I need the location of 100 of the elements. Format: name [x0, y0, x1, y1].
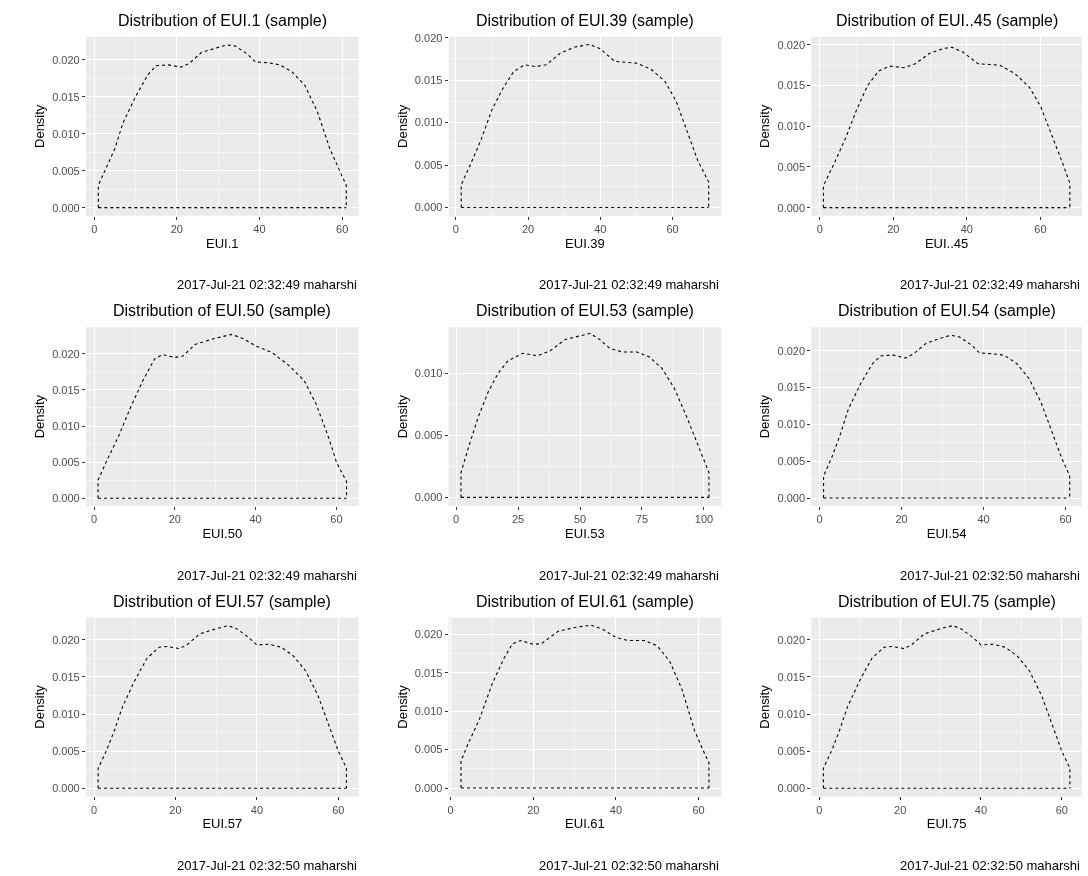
- chart-title: Distribution of EUI.39 (sample): [476, 12, 694, 29]
- y-tick-label: 0.010: [414, 116, 443, 129]
- x-tick-label: 100: [694, 513, 714, 526]
- x-tick-label: 40: [960, 222, 973, 235]
- y-axis-title: Density: [32, 394, 48, 439]
- y-tick-label: 0.020: [414, 31, 443, 44]
- y-tick-label: 0.005: [414, 158, 443, 171]
- x-tick-label: 20: [521, 222, 535, 235]
- y-tick-label: 0.000: [52, 201, 80, 214]
- chart-title: Distribution of EUI.53 (sample): [476, 302, 694, 319]
- x-tick-label: 20: [895, 513, 908, 526]
- y-tick-label: 0.020: [414, 628, 443, 641]
- y-tick-label: 0.010: [777, 418, 806, 431]
- y-tick-label: 0.005: [777, 455, 806, 468]
- y-tick-label: 0.010: [414, 705, 443, 718]
- y-tick-label: 0.000: [52, 492, 80, 505]
- text: 2017-Jul-21 02:32:49 maharshi: [539, 568, 720, 583]
- x-tick-label: 60: [336, 222, 349, 235]
- y-tick-label: 0.000: [414, 491, 443, 504]
- x-tick-label: 60: [1055, 803, 1068, 816]
- y-tick-label: 0.005: [414, 429, 443, 442]
- x-tick-label: 0: [816, 803, 823, 816]
- x-tick-label: 75: [635, 513, 649, 526]
- text: 2017-Jul-21 02:32:49 maharshi: [177, 277, 358, 292]
- text: 2017-Jul-21 02:32:50 maharshi: [900, 858, 1081, 873]
- x-tick-label: 20: [527, 803, 540, 816]
- x-tick-label: 0: [90, 513, 98, 526]
- y-tick-label: 0.020: [52, 53, 80, 66]
- x-tick-label: 0: [816, 513, 823, 526]
- y-tick-label: 0.005: [52, 164, 80, 177]
- chart-title: Distribution of EUI.57 (sample): [113, 593, 331, 610]
- x-tick-label: 60: [332, 803, 345, 816]
- x-tick-label: 40: [609, 803, 623, 816]
- x-tick-label: 50: [573, 513, 587, 526]
- text: 2017-Jul-21 02:32:49 maharshi: [177, 568, 358, 583]
- y-tick-label: 0.000: [777, 491, 806, 504]
- x-axis-title: EUI.1: [206, 235, 239, 251]
- x-tick-label: 60: [666, 222, 679, 235]
- y-tick-label: 0.010: [52, 127, 80, 140]
- text: 2017-Jul-21 02:32:50 maharshi: [539, 858, 720, 873]
- y-tick-label: 0.005: [777, 160, 806, 173]
- x-tick-label: 20: [894, 803, 907, 816]
- x-tick-label: 0: [91, 222, 98, 235]
- y-tick-label: 0.005: [52, 745, 80, 757]
- x-tick-label: 60: [1034, 222, 1047, 235]
- x-axis-title: EUI.50: [202, 525, 243, 541]
- y-tick-label: 0.015: [777, 381, 806, 394]
- y-tick-label: 0.015: [414, 666, 443, 679]
- y-axis-title: Density: [32, 104, 48, 148]
- chart-title: Distribution of EUI.50 (sample): [113, 302, 331, 319]
- x-tick-label: 60: [1059, 513, 1072, 526]
- y-tick-label: 0.020: [52, 633, 80, 646]
- y-tick-label: 0.010: [52, 419, 80, 432]
- x-tick-label: 40: [977, 513, 990, 526]
- x-axis-title: EUI.53: [565, 525, 605, 541]
- x-tick-label: 40: [974, 803, 988, 816]
- y-tick-label: 0.000: [777, 201, 806, 214]
- x-tick-label: 0: [447, 803, 454, 816]
- y-tick-label: 0.010: [52, 707, 80, 720]
- x-tick-label: 0: [452, 222, 459, 235]
- y-axis-title: Density: [757, 104, 773, 148]
- x-tick-label: 0: [452, 513, 460, 526]
- text: 2017-Jul-21 02:32:49 maharshi: [539, 277, 720, 292]
- y-tick-label: 0.000: [52, 782, 80, 795]
- x-tick-label: 0: [91, 803, 98, 816]
- x-axis-title: EUI.57: [202, 816, 243, 832]
- x-axis-title: EUI..45: [924, 235, 969, 251]
- text: 2017-Jul-21 02:32:50 maharshi: [900, 568, 1081, 583]
- chart-title: Distribution of EUI..45 (sample): [836, 12, 1059, 29]
- x-tick-label: 40: [249, 513, 262, 526]
- y-tick-label: 0.015: [52, 90, 80, 103]
- x-tick-label: 20: [887, 222, 900, 235]
- x-tick-label: 25: [511, 513, 525, 526]
- y-tick-label: 0.020: [777, 633, 806, 646]
- y-tick-label: 0.020: [52, 347, 80, 360]
- y-tick-label: 0.015: [414, 73, 443, 86]
- x-tick-label: 20: [170, 222, 183, 235]
- y-tick-label: 0.020: [777, 344, 806, 357]
- y-tick-label: 0.000: [414, 781, 443, 794]
- x-tick-label: 60: [330, 513, 343, 526]
- chart-title: Distribution of EUI.75 (sample): [838, 593, 1056, 610]
- y-tick-label: 0.000: [414, 201, 443, 214]
- x-tick-label: 40: [253, 222, 266, 235]
- x-tick-label: 60: [692, 803, 705, 816]
- y-axis-title: Density: [394, 104, 410, 148]
- x-tick-label: 40: [594, 222, 607, 235]
- x-axis-title: EUI.54: [926, 525, 967, 541]
- y-tick-label: 0.010: [777, 707, 806, 720]
- y-tick-label: 0.010: [414, 366, 443, 379]
- x-axis-title: EUI.61: [565, 816, 605, 832]
- x-axis-title: EUI.75: [926, 816, 967, 832]
- y-tick-label: 0.005: [777, 745, 806, 757]
- y-axis-title: Density: [32, 684, 48, 729]
- x-tick-label: 20: [169, 803, 182, 816]
- chart-title: Distribution of EUI.61 (sample): [476, 593, 694, 610]
- y-tick-label: 0.020: [777, 38, 806, 51]
- y-tick-label: 0.015: [777, 670, 806, 683]
- chart-title: Distribution of EUI.54 (sample): [838, 302, 1056, 319]
- x-axis-title: EUI.39: [565, 235, 605, 251]
- x-tick-label: 40: [250, 803, 264, 816]
